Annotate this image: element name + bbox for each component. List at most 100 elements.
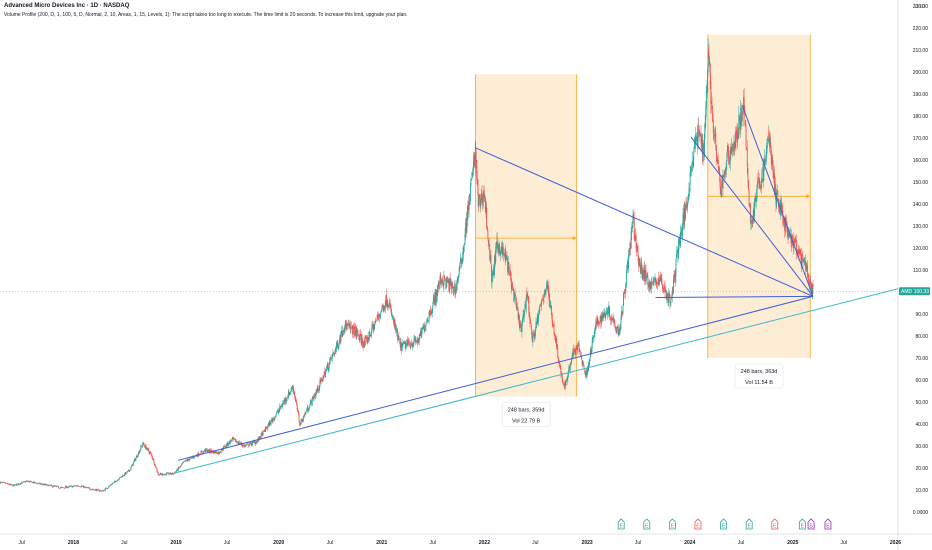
candle-body xyxy=(113,481,115,483)
candle-body xyxy=(419,334,421,336)
candle-body xyxy=(324,371,326,377)
candle-body xyxy=(286,399,288,402)
candle-body xyxy=(34,482,36,483)
candle-body xyxy=(465,222,467,237)
candle-body xyxy=(631,225,633,229)
candle-body xyxy=(289,391,291,393)
candle-body xyxy=(109,485,111,486)
candle-body xyxy=(463,247,465,250)
candle-body xyxy=(260,437,262,439)
candle-body xyxy=(686,204,688,208)
candle-body xyxy=(390,308,392,310)
candle-body xyxy=(352,329,354,335)
candle-body xyxy=(446,277,448,282)
candle-body xyxy=(798,251,800,255)
candle-body xyxy=(224,446,226,448)
candle-body xyxy=(812,283,814,290)
candle-body xyxy=(306,407,308,412)
candle-body xyxy=(439,285,440,287)
candle-body xyxy=(763,158,765,167)
candle-body xyxy=(643,269,645,278)
price-axis-tick-label: 50.00 xyxy=(915,400,928,406)
earnings-event-icon[interactable]: E xyxy=(824,518,832,530)
trendline[interactable] xyxy=(172,288,899,474)
candle-body xyxy=(799,249,801,254)
time-axis-tick-label: Jul xyxy=(841,540,847,546)
candle-body xyxy=(333,352,335,355)
candle-body xyxy=(479,194,480,198)
candle-body xyxy=(100,490,102,492)
candle-body xyxy=(121,476,123,478)
candle-body xyxy=(645,269,647,278)
candle-body xyxy=(766,141,768,154)
candle-body xyxy=(226,444,228,446)
candle-body xyxy=(596,320,597,324)
candle-body xyxy=(569,366,571,371)
candle-body xyxy=(425,322,427,327)
earnings-event-icon[interactable]: E xyxy=(668,518,676,530)
candle-body xyxy=(252,441,253,445)
trendline[interactable] xyxy=(655,295,814,298)
candle-body xyxy=(283,400,285,403)
trendline[interactable] xyxy=(177,295,814,461)
candle-body xyxy=(187,458,189,460)
candle-body xyxy=(143,444,145,446)
candle-body xyxy=(33,481,35,484)
candle-body xyxy=(280,406,282,408)
candle-body xyxy=(570,357,572,364)
candle-body xyxy=(403,341,405,345)
trendlines[interactable] xyxy=(0,104,899,474)
candle-body xyxy=(423,325,425,331)
candle-body xyxy=(266,428,268,429)
candle-body xyxy=(521,325,523,333)
candle-body xyxy=(808,282,810,284)
earnings-event-icon[interactable]: S xyxy=(807,518,815,530)
time-axis[interactable]: Jul 2018 Jul 2019 Jul 2020 Jul 2021 Jul 2022 Jul 20… xyxy=(18,540,901,546)
candle-body xyxy=(180,465,182,467)
candle-body xyxy=(515,299,517,308)
earnings-event-icon[interactable]: E xyxy=(798,518,806,530)
candle-body xyxy=(648,282,650,288)
earnings-event-icon[interactable]: E xyxy=(771,518,779,530)
candle-body xyxy=(674,273,676,280)
time-axis-tick-label: 2025 xyxy=(787,540,798,546)
earnings-event-icon[interactable]: E xyxy=(720,518,727,530)
candle-body xyxy=(394,323,396,327)
candle-body xyxy=(309,401,311,405)
candle-body xyxy=(496,236,498,244)
trendline[interactable] xyxy=(475,147,814,297)
candle-body xyxy=(746,146,748,150)
candle-body xyxy=(38,482,40,484)
candle-body xyxy=(461,262,463,265)
candle-body xyxy=(508,261,510,270)
candle-body xyxy=(315,391,317,396)
candle-body xyxy=(331,354,333,360)
candle-body xyxy=(571,356,573,359)
date-price-range-boxes[interactable] xyxy=(475,34,811,397)
candle-body xyxy=(149,452,151,453)
candle-body xyxy=(633,213,635,220)
earnings-event-icon[interactable]: E xyxy=(643,518,651,530)
candle-body xyxy=(284,399,286,402)
candle-body xyxy=(513,293,515,300)
candle-body xyxy=(374,322,376,324)
range-box-label-card xyxy=(734,363,784,389)
candle-body xyxy=(785,217,787,225)
candle-body xyxy=(696,132,698,140)
range-box[interactable] xyxy=(475,74,577,397)
earnings-event-icon[interactable]: E xyxy=(617,518,625,530)
candle-body xyxy=(253,441,255,443)
candle-body xyxy=(42,484,44,485)
candle-body xyxy=(557,347,559,358)
earnings-event-icon[interactable]: E xyxy=(745,518,753,530)
candle-body xyxy=(591,339,593,349)
trendline[interactable] xyxy=(741,104,814,297)
earnings-event-icon[interactable]: E xyxy=(694,518,702,530)
candle-body xyxy=(553,323,555,335)
trendline[interactable] xyxy=(690,136,814,297)
candle-body xyxy=(189,457,191,459)
candle-body xyxy=(355,326,357,333)
candle-body xyxy=(711,101,712,104)
